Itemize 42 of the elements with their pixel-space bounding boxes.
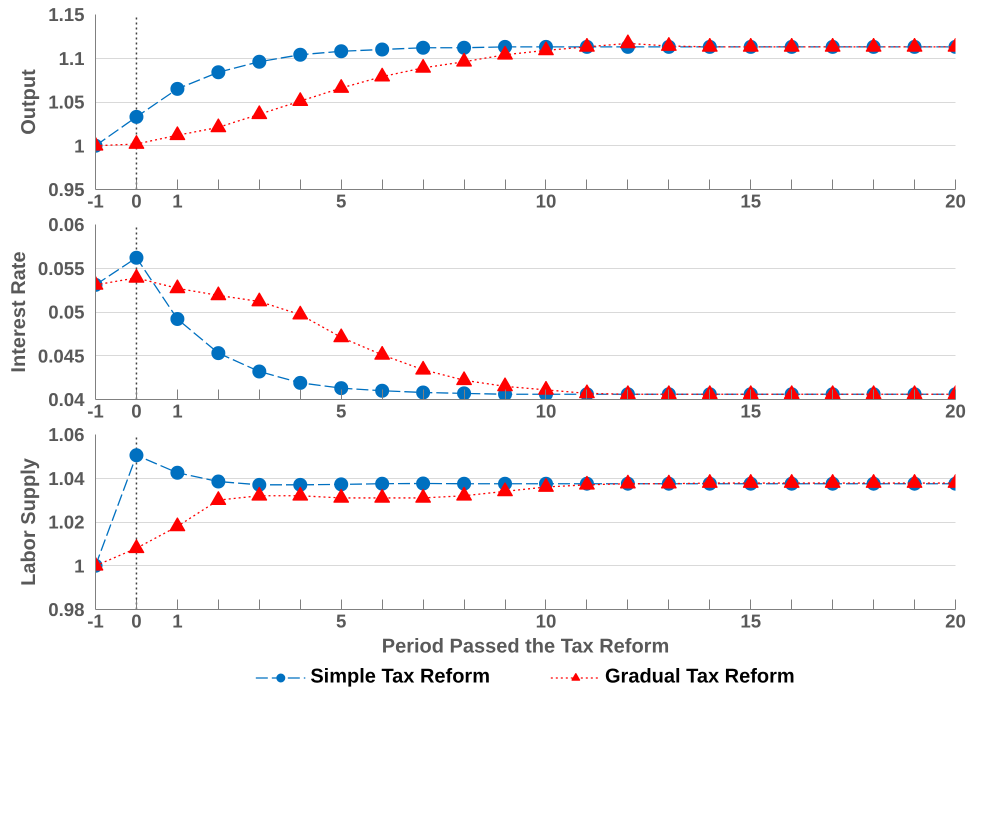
y-tick-label: 0.045: [38, 345, 84, 366]
y-tick-label: 1: [74, 135, 85, 156]
x-tick-label: 5: [336, 400, 346, 422]
x-axis-title: Period Passed the Tax Reform: [382, 636, 670, 658]
y-tick-label: 0.055: [38, 258, 84, 279]
x-tick-label: 1: [172, 190, 183, 212]
x-tick-label: -1: [87, 400, 104, 422]
x-tick-label: 0: [131, 610, 142, 632]
y-tick-label: 1.05: [48, 92, 84, 112]
y-axis-title: Output: [18, 68, 40, 135]
y-tick-label: 0.06: [48, 214, 84, 235]
x-tick-label: -1: [87, 190, 104, 212]
x-tick-label: 15: [740, 610, 762, 632]
y-tick-label: 0.04: [48, 389, 86, 410]
x-tick-label: 15: [740, 400, 762, 422]
y-axis-title: Interest Rate: [8, 251, 30, 373]
y-tick-label: 1: [74, 555, 85, 576]
x-tick-label: 1: [172, 400, 183, 422]
x-tick-label: 1: [172, 610, 183, 632]
x-tick-label: 10: [536, 400, 556, 422]
y-tick-label: 0.95: [48, 179, 84, 200]
y-axis-title: Labor Supply: [18, 457, 40, 586]
y-tick-label: 1.02: [48, 512, 84, 532]
y-tick-label: 1.1: [58, 48, 85, 69]
x-tick-label: 0: [131, 400, 142, 422]
y-tick-label: 0.98: [48, 599, 84, 620]
x-tick-label: 20: [945, 610, 966, 632]
x-tick-label: -1: [87, 610, 104, 632]
x-tick-label: 0: [131, 190, 142, 212]
legend-label: Simple Tax Reform: [310, 666, 490, 688]
x-tick-label: 5: [336, 610, 346, 632]
y-tick-label: 1.15: [48, 4, 84, 25]
x-tick-label: 10: [536, 610, 556, 632]
y-tick-label: 1.04: [48, 468, 86, 489]
x-tick-label: 10: [536, 190, 556, 212]
x-tick-label: 5: [336, 190, 346, 212]
legend-label: Gradual Tax Reform: [605, 666, 795, 688]
x-tick-label: 20: [945, 190, 966, 212]
y-tick-label: 1.06: [48, 424, 84, 445]
x-tick-label: 20: [945, 400, 966, 422]
x-tick-label: 15: [740, 190, 762, 212]
y-tick-label: 0.05: [48, 302, 84, 322]
